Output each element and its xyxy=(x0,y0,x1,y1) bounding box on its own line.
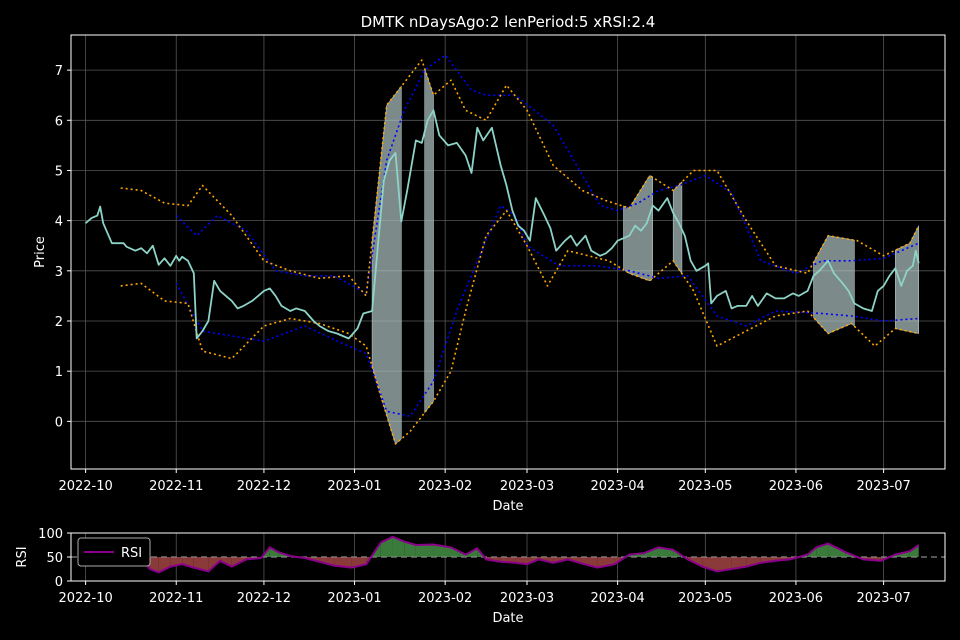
rsi-panel: 2022-10 2022-11 2022-12 2023-01 2023-02 2023-… xyxy=(15,527,946,626)
rsi-fill-below xyxy=(319,557,335,566)
rsi-x-tick-label: 2022-12 xyxy=(237,591,291,606)
bollinger-upper-line xyxy=(175,54,920,295)
rsi-y-tick-label: 100 xyxy=(38,527,63,542)
price-x-tick-label: 2023-05 xyxy=(678,479,732,494)
rsi-fill-above xyxy=(828,543,846,557)
rsi-x-tick-label: 2023-06 xyxy=(769,591,823,606)
rsi-fill-above xyxy=(404,541,416,557)
price-x-tick-label: 2023-07 xyxy=(856,479,910,494)
price-y-tick-label: 4 xyxy=(55,215,63,230)
rsi-fill-above xyxy=(415,544,434,557)
rsi-x-tick-label: 2022-10 xyxy=(58,591,112,606)
price-x-tick-label: 2023-02 xyxy=(418,479,472,494)
rsi-fill-below xyxy=(746,557,761,567)
rsi-fill-below xyxy=(717,557,732,572)
rsi-fill-below xyxy=(334,557,352,568)
rsi-fill-below xyxy=(158,557,171,573)
rsi-x-tick-label: 2023-07 xyxy=(856,591,910,606)
rsi-y-tick-label: 0 xyxy=(55,575,63,590)
price-y-tick-label: 3 xyxy=(55,265,63,280)
price-x-tick-label: 2023-03 xyxy=(500,479,554,494)
rsi-fill-below xyxy=(731,557,747,569)
rsi-x-tick-label: 2023-01 xyxy=(327,591,381,606)
price-y-axis-label: Price xyxy=(33,236,48,268)
rsi-legend: RSI xyxy=(77,537,151,567)
squeeze-fill xyxy=(371,85,402,445)
rsi-x-tick-label: 2023-03 xyxy=(500,591,554,606)
rsi-fill-below xyxy=(149,557,159,573)
price-x-tick-label: 2023-06 xyxy=(769,479,823,494)
price-x-tick-label: 2023-04 xyxy=(590,479,644,494)
price-y-tick-label: 7 xyxy=(55,64,63,79)
rsi-fill-above xyxy=(392,536,405,557)
squeeze-fill xyxy=(424,68,434,414)
legend-label-rsi: RSI xyxy=(121,546,142,561)
price-line xyxy=(85,109,920,340)
rsi-fill-below xyxy=(702,557,717,572)
rsi-x-ticks: 2022-10 2022-11 2022-12 2023-01 2023-02 2023-… xyxy=(58,581,911,606)
price-x-axis-label: Date xyxy=(492,499,523,514)
rsi-series xyxy=(71,535,945,574)
rsi-x-tick-label: 2023-05 xyxy=(678,591,732,606)
rsi-y-tick-label: 50 xyxy=(46,551,63,566)
squeeze-fills xyxy=(371,68,920,445)
price-y-tick-label: 2 xyxy=(55,315,63,330)
squeeze-fill xyxy=(813,235,855,334)
rsi-x-tick-label: 2023-04 xyxy=(590,591,644,606)
chart-title: DMTK nDaysAgo:2 lenPeriod:5 xRSI:2.4 xyxy=(361,13,656,31)
price-y-tick-label: 0 xyxy=(55,415,63,430)
price-x-ticks: 2022-10 2022-11 2022-12 2023-01 2023-02 2023-… xyxy=(58,469,911,494)
rsi-fill-above xyxy=(909,545,919,557)
rsi-x-axis-label: Date xyxy=(492,611,523,626)
price-x-tick-label: 2022-10 xyxy=(58,479,112,494)
price-y-tick-label: 5 xyxy=(55,164,63,179)
price-series xyxy=(85,54,920,445)
rsi-x-tick-label: 2023-02 xyxy=(418,591,472,606)
price-y-tick-label: 6 xyxy=(55,114,63,129)
rsi-fill-below xyxy=(582,557,598,568)
price-gridlines xyxy=(71,35,945,469)
rsi-fill-above xyxy=(269,547,279,557)
rsi-x-tick-label: 2022-11 xyxy=(149,591,203,606)
rsi-y-ticks: 0 50 100 xyxy=(38,527,71,590)
price-panel: 2022-10 2022-11 2022-12 2023-01 2023-02 2023-… xyxy=(33,34,946,514)
rsi-fills xyxy=(141,536,919,573)
price-plot-frame xyxy=(70,34,946,470)
keltner-lower-line xyxy=(120,209,919,445)
price-y-ticks: 0 1 2 3 4 5 6 7 xyxy=(55,64,71,430)
price-x-tick-label: 2022-11 xyxy=(149,479,203,494)
price-x-tick-label: 2023-01 xyxy=(327,479,381,494)
price-y-tick-label: 1 xyxy=(55,365,63,380)
keltner-upper-line xyxy=(120,59,920,297)
price-x-tick-label: 2022-12 xyxy=(237,479,291,494)
rsi-line xyxy=(140,535,920,574)
rsi-y-axis-label: RSI xyxy=(15,546,30,567)
bollinger-lower-line xyxy=(175,204,919,418)
